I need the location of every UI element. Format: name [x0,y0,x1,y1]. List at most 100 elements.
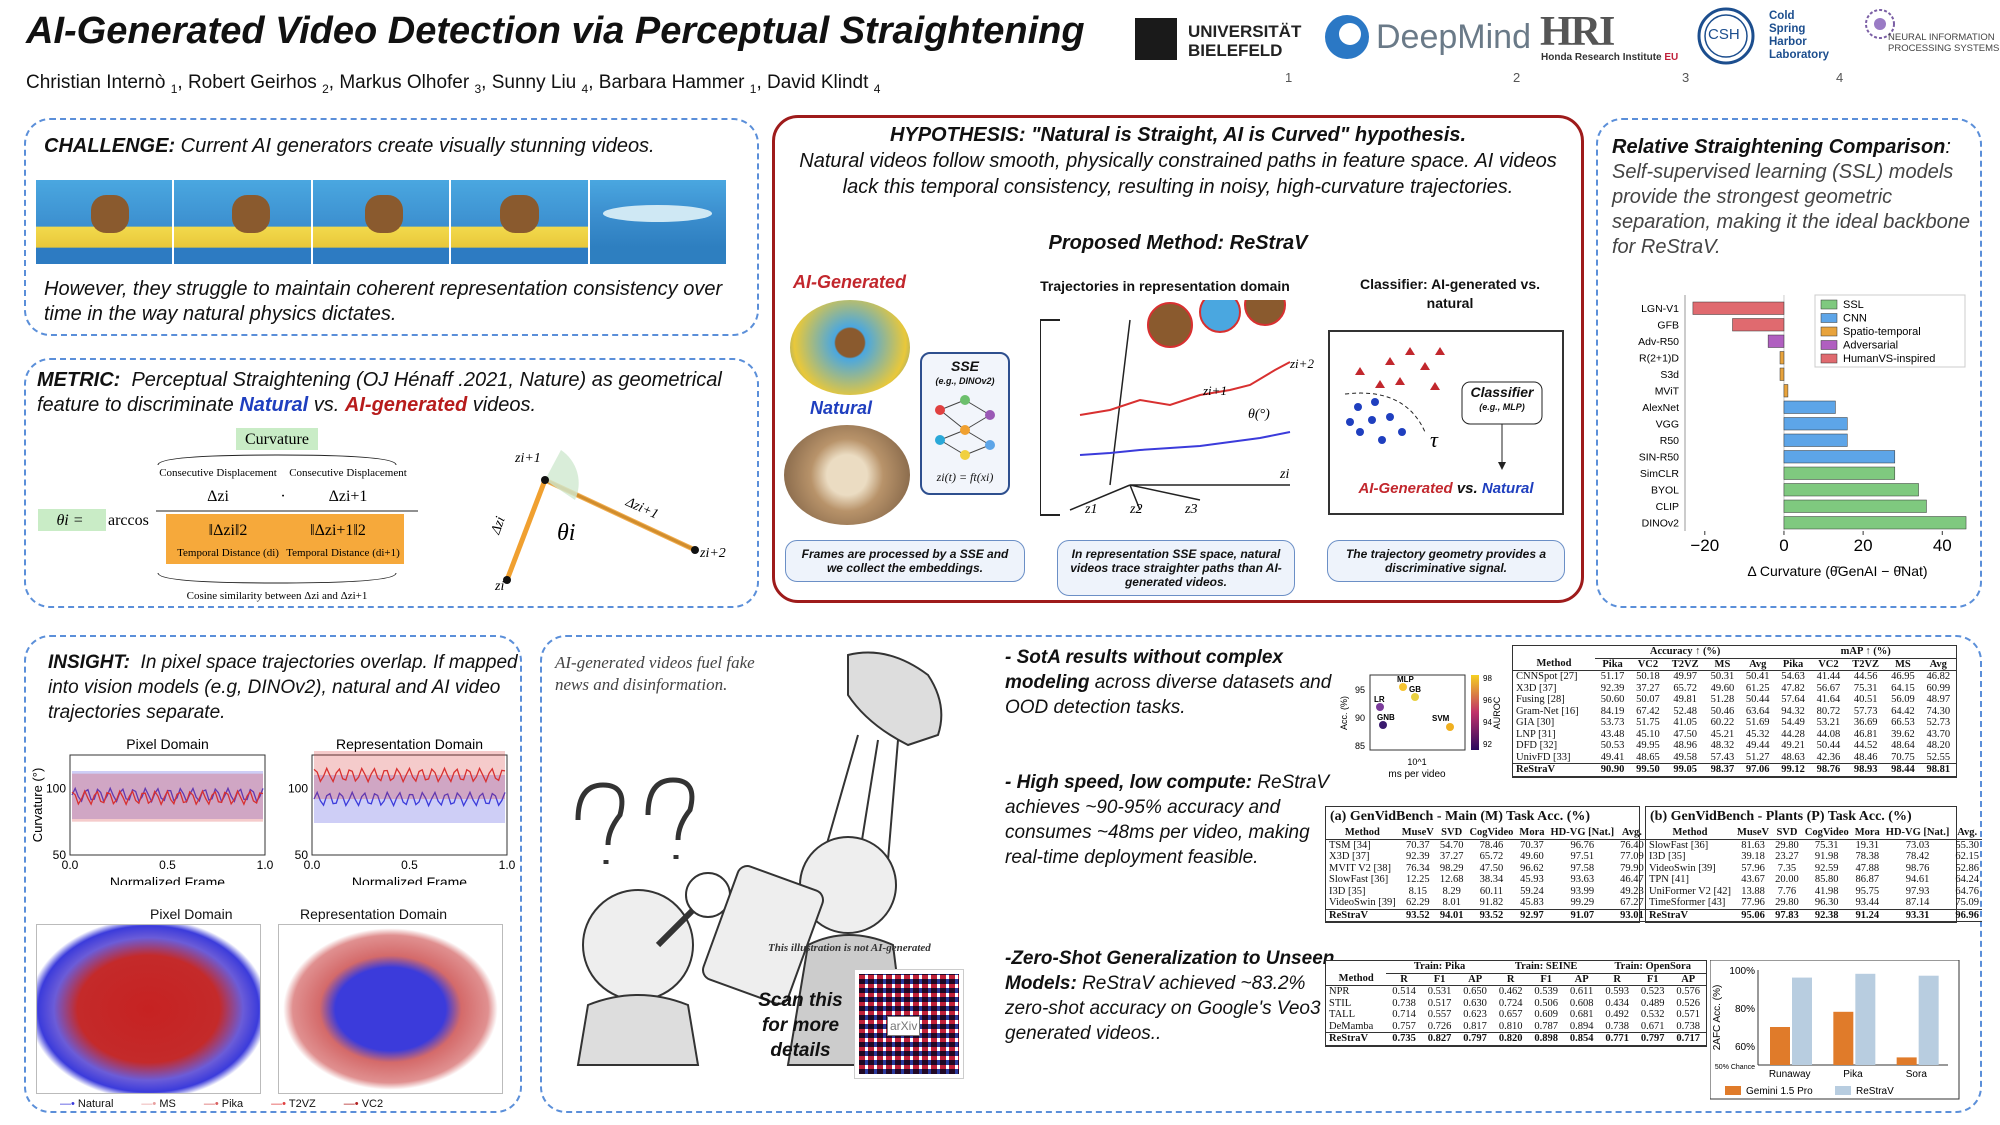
hri-logo-text: HRI [1540,9,1615,55]
legend-label: Spatio-temporal [1843,326,1921,338]
table-cell: 13.88 [1741,885,1765,897]
challenge-heading: CHALLENGE: Current AI generators create … [44,135,655,157]
y-tick-label: S3d [1660,369,1679,381]
table-row: VideoSwin [39] 62.29 8.01 91.82 45.83 99.29 67… [1326,897,1647,909]
table-cell: TSM [34] [1329,839,1371,851]
table-cell: 0.517 [1427,997,1452,1009]
neurips-logo-text: NEURAL INFORMATION PROCESSING SYSTEMS [1888,32,2000,54]
table-cell: 98.76 [1905,862,1930,874]
series-line-AI [313,766,506,784]
table-cell: 80.72 [1816,705,1841,717]
table-cell: 96.96 [1952,908,1982,922]
table-cell: 44.52 [1853,740,1878,751]
table-cell: 75.09 [1955,897,1979,908]
author-list: Christian Internò 1, Robert Geirhos 2, M… [26,72,881,96]
table-cell: 7.76 [1777,885,1797,897]
bar-LGN-V1 [1692,301,1785,315]
step-note-trajectories: In representation SSE space, natural vid… [1057,540,1295,596]
csh-logo-monogram: CSH [1708,26,1740,43]
table-cell: 47.50 [1479,862,1504,874]
scatter-point-GB [1411,693,1419,701]
table-row: TSM [34] 70.37 54.70 78.46 70.37 96.76 76.40 [1326,839,1647,851]
point-label: SVM [1432,714,1450,723]
table-row: UniFormer V2 [42] 13.88 7.76 41.98 95.75 97.9… [1646,886,1982,898]
table-cell: 45.32 [1745,728,1770,740]
poster-title: AI-Generated Video Detection via Percept… [26,10,1085,52]
scan-prompt: Scan this for more details [758,990,843,1061]
x-tick-label: 0.5 [159,858,176,872]
legend-swatch [1835,1086,1851,1095]
hypothesis-text: HYPOTHESIS: "Natural is Straight, AI is … [799,124,1557,198]
table-cell: 7.35 [1777,862,1797,874]
table-cell: 92.39 [1405,851,1430,862]
y-tick-label: 100% [1729,966,1755,977]
series-line-AI [71,789,264,806]
table-row: NPR 0.514 0.531 0.650 0.462 0.539 0.611 0.593 0.… [1326,986,1706,998]
affiliation-number: 3 [1682,70,1690,85]
table-header: AP [1468,973,1483,985]
table-cell: 94.61 [1905,874,1930,885]
table-cell: 47.50 [1673,728,1697,740]
x-tick-label: 0.5 [401,858,418,872]
table-cell: 77.96 [1741,897,1765,908]
table-header: T2VZ [1671,658,1699,670]
table-cell: 0.894 [1569,1020,1594,1032]
x-tick-label: 10^1 [1407,757,1426,767]
table-header: MuseV [1737,827,1770,838]
table-cell: 57.64 [1781,694,1805,705]
ai-generated-label: AI-Generated [793,272,907,292]
table-cell: 0.462 [1498,986,1523,997]
2afc-bar-chart: 100% 80% 60% 50% Chance 2AFC Acc. (%) Runaway… [1710,960,1960,1100]
table-cell: 40.51 [1853,694,1878,705]
y-axis-label: Acc. (%) [1339,696,1349,730]
table-cell: 46.81 [1853,728,1878,740]
table-cell: 48.63 [1781,751,1805,763]
table-cell: 63.64 [1745,705,1770,717]
table-header: F1 [1646,973,1659,985]
table-cell: 57.96 [1741,862,1765,874]
qr-arxiv-label: arXiv [887,1016,921,1036]
formula-term: ‖Δzi‖2 [209,522,248,539]
table-row: CNNSpot [27] 51.17 50.18 49.97 50.31 50.41 54.… [1513,671,1956,683]
table-cell: 51.28 [1710,694,1735,705]
table-cell: 48.46 [1853,751,1878,763]
bar-R(2+1)D [1779,351,1785,365]
classifier-panel-title: Classifier: AI-generated vs. natural [1360,276,1540,311]
table-cell: 59.24 [1520,885,1544,897]
table-cell: 51.27 [1745,751,1770,763]
table-cell: STIL [1329,997,1352,1009]
table-cell: 0.735 [1386,1032,1422,1046]
video-frame [174,180,311,264]
x-tick-label: 1.0 [257,858,274,872]
trajectory-label: z2 [1129,502,1142,517]
bar-ReStraV-Runaway [1792,977,1812,1065]
table-cell: 93.63 [1570,874,1595,885]
table-cell: 86.87 [1855,874,1880,885]
table-cell: 98.76 [1810,763,1847,777]
table-cell: 0.623 [1463,1009,1487,1020]
table-cell: 48.20 [1926,740,1951,751]
legend-item: —• VC2 [343,1098,384,1110]
table-row-restrav: ReStraV 95.06 97.83 92.38 91.24 93.31 96.96 [1646,908,1982,922]
table-cell: 75.31 [1814,839,1839,851]
table-cell: 76.34 [1405,862,1430,874]
table-cell: 50.60 [1600,694,1625,705]
qr-code[interactable]: arXiv [854,969,964,1079]
y-tick-label: 100 [46,781,66,795]
table-cell: 0.738 [1605,1020,1629,1032]
y-axis-label: 2AFC Acc. (%) [1712,985,1723,1051]
table-header: VC2 [1637,658,1659,670]
table-cell: 93.44 [1855,897,1880,908]
table-cell: 50.44 [1816,740,1841,751]
sse-encoder [920,352,1010,495]
table-cell: 0.797 [1634,1032,1671,1046]
embedding-legend: —• Natural —• MS —• Pika —• T2VZ —• VC2 [60,1098,383,1110]
formula-label: Temporal Distance (di+1) [286,547,400,559]
classifier-label: Classifier [1470,384,1534,400]
deepmind-logo-text: DeepMind [1376,18,1531,56]
table-caption: (a) GenVidBench - Main (M) Task Acc. (%) [1330,809,1591,824]
formula-curvature-label: Curvature [245,431,309,448]
curvature-line-charts: Pixel Domain 50 100 0.0 0.5 1.0 Normalized Fra… [30,736,516,885]
bar-GFB [1732,318,1785,332]
colorbar-tick: 92 [1483,740,1492,749]
